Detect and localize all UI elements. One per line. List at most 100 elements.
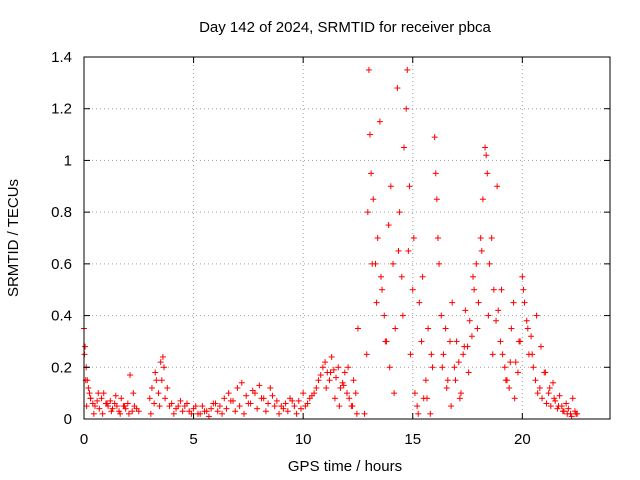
- data-point: [175, 403, 182, 410]
- x-tick-label: 10: [295, 431, 312, 448]
- data-point: [315, 377, 322, 384]
- data-point: [474, 325, 481, 332]
- x-tick-label: 5: [189, 431, 197, 448]
- data-point: [394, 85, 401, 92]
- data-point: [523, 317, 530, 324]
- data-point: [96, 405, 103, 412]
- data-point: [208, 405, 215, 412]
- grid: [84, 57, 610, 419]
- data-point: [340, 382, 347, 389]
- data-point: [431, 134, 438, 141]
- data-point: [238, 379, 245, 386]
- data-point: [532, 377, 539, 384]
- data-point: [493, 317, 500, 324]
- x-tick-label: 20: [514, 431, 531, 448]
- data-point: [564, 410, 571, 417]
- data-point: [479, 196, 486, 203]
- data-point: [471, 286, 478, 293]
- x-tick-label: 0: [80, 431, 88, 448]
- data-point: [466, 317, 473, 324]
- data-point: [153, 377, 160, 384]
- data-point: [569, 395, 576, 402]
- data-point: [510, 299, 517, 306]
- data-point: [447, 338, 454, 345]
- data-point: [280, 405, 287, 412]
- data-point: [516, 338, 523, 345]
- data-point: [291, 403, 298, 410]
- data-point: [265, 400, 272, 407]
- data-point: [468, 333, 475, 340]
- data-point: [434, 235, 441, 241]
- data-point: [475, 299, 482, 306]
- y-tick-label: 0.2: [51, 359, 72, 376]
- data-point: [460, 351, 467, 358]
- data-point: [331, 395, 338, 402]
- plot-frame: [83, 56, 611, 420]
- data-point: [104, 400, 111, 407]
- data-point: [313, 384, 320, 391]
- data-point: [565, 405, 572, 412]
- data-point: [319, 364, 326, 371]
- data-point: [555, 403, 562, 410]
- data-point: [399, 312, 406, 319]
- data-point: [428, 351, 435, 358]
- data-point: [568, 413, 575, 420]
- data-point: [317, 372, 324, 379]
- data-point: [551, 395, 558, 402]
- data-point: [121, 403, 128, 410]
- data-point: [179, 408, 186, 415]
- data-point: [276, 410, 283, 417]
- y-tick-label: 1.2: [51, 101, 72, 118]
- data-point: [440, 351, 447, 358]
- data-point: [83, 403, 90, 410]
- data-point: [122, 405, 129, 412]
- data-point: [364, 209, 371, 216]
- data-point: [497, 338, 504, 345]
- data-point: [449, 299, 456, 306]
- data-point: [295, 397, 302, 404]
- data-point: [377, 273, 384, 280]
- data-point: [210, 400, 217, 407]
- data-point: [284, 408, 291, 415]
- data-point: [86, 390, 93, 397]
- x-tick-label: 15: [404, 431, 421, 448]
- data-point: [443, 384, 450, 391]
- data-point: [473, 260, 480, 267]
- data-point: [499, 351, 506, 358]
- chart-title: Day 142 of 2024, SRMTID for receiver pbc…: [199, 19, 491, 36]
- data-point: [456, 395, 463, 402]
- data-point: [352, 390, 359, 397]
- data-point: [273, 397, 280, 404]
- data-point: [293, 410, 300, 417]
- data-point: [289, 397, 296, 404]
- data-point: [151, 400, 158, 407]
- data-point: [483, 152, 490, 159]
- data-point: [369, 260, 376, 267]
- data-point: [488, 235, 495, 241]
- data-point: [105, 403, 112, 410]
- data-point: [201, 408, 208, 415]
- data-point: [125, 410, 132, 417]
- data-point: [419, 273, 426, 280]
- data-point: [489, 351, 496, 358]
- data-point: [345, 364, 352, 371]
- data-point: [392, 325, 399, 332]
- data-point: [444, 377, 451, 384]
- data-points: [81, 66, 581, 420]
- data-point: [453, 338, 460, 345]
- axis-ticks: [83, 56, 610, 420]
- data-point: [484, 170, 491, 177]
- data-point: [214, 408, 221, 415]
- data-point: [339, 379, 346, 386]
- data-point: [386, 364, 393, 371]
- y-tick-labels: 0 0.2 0.4 0.6 0.8 1 1.2 1.4: [51, 49, 72, 428]
- data-point: [168, 400, 175, 407]
- data-point: [494, 183, 501, 190]
- data-point: [376, 118, 383, 125]
- data-point: [545, 390, 552, 397]
- data-point: [225, 390, 232, 397]
- data-point: [262, 408, 269, 415]
- data-point: [184, 400, 191, 407]
- data-point: [410, 235, 417, 241]
